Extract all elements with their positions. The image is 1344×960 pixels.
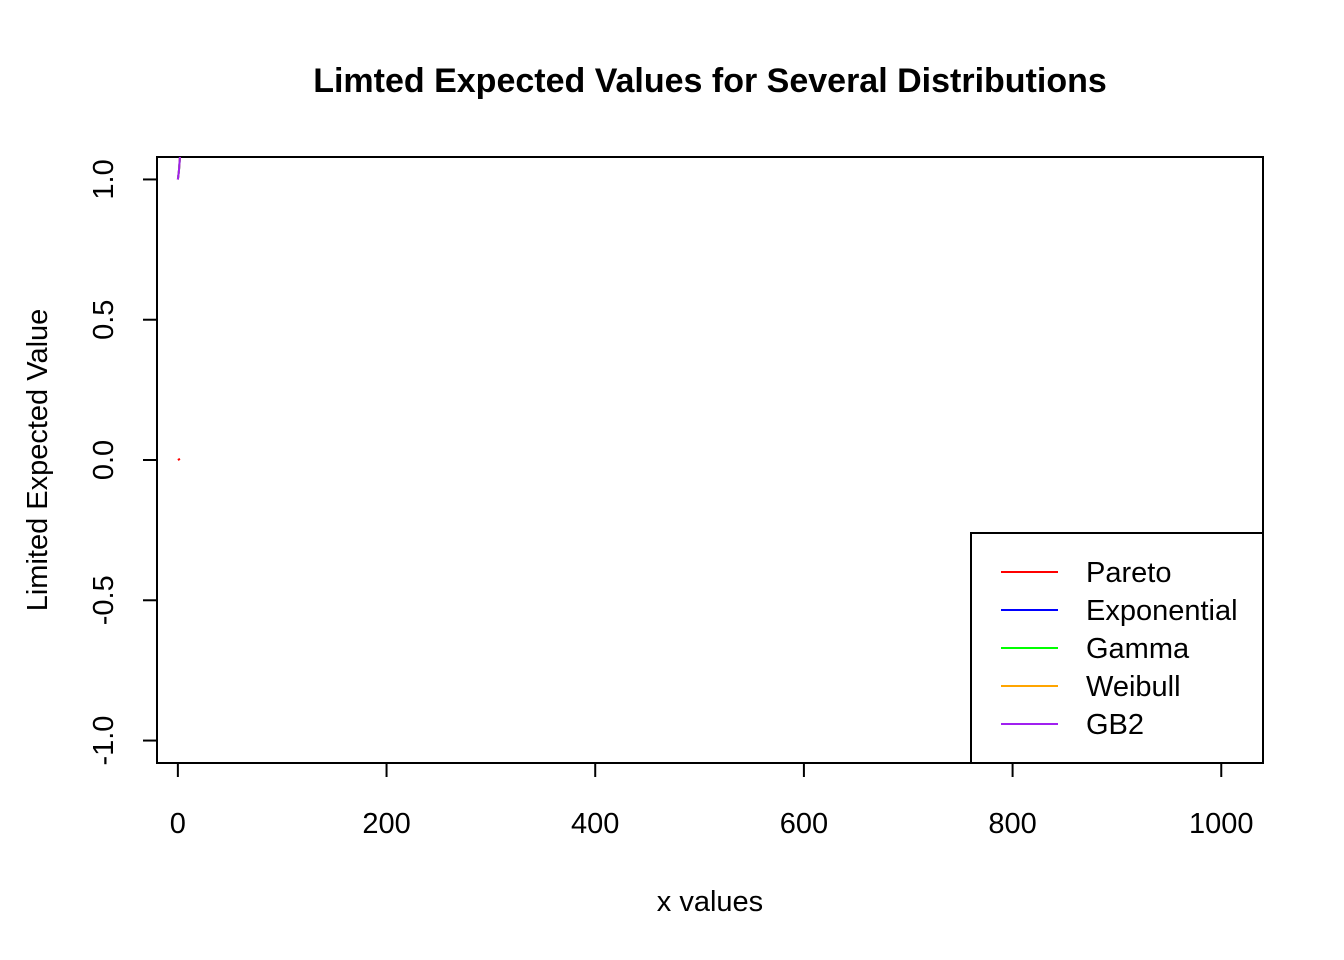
legend-label-gb2: GB2 bbox=[1086, 709, 1144, 741]
y-tick-label: -1.0 bbox=[88, 716, 120, 766]
series-line-gb2 bbox=[176, 157, 181, 180]
y-tick-label: 1.0 bbox=[88, 159, 120, 199]
legend-label-weibull: Weibull bbox=[1086, 671, 1181, 703]
x-axis-label: x values bbox=[657, 886, 763, 918]
legend-label-exponential: Exponential bbox=[1086, 595, 1238, 627]
x-tick-label: 200 bbox=[362, 808, 410, 840]
y-tick-label: -0.5 bbox=[88, 575, 120, 625]
x-tick-label: 1000 bbox=[1189, 808, 1254, 840]
x-tick-label: 0 bbox=[170, 808, 186, 840]
x-axis: 0 200 400 600 800 1000 bbox=[170, 762, 1254, 840]
x-tick-label: 600 bbox=[780, 808, 828, 840]
legend: Pareto Exponential Gamma Weibull GB2 bbox=[970, 532, 1264, 764]
legend-label-pareto: Pareto bbox=[1086, 557, 1171, 589]
y-axis: -1.0 -0.5 0.0 0.5 1.0 bbox=[88, 159, 158, 766]
x-tick-label: 800 bbox=[988, 808, 1036, 840]
legend-label-gamma: Gamma bbox=[1086, 633, 1190, 665]
y-axis-label: Limited Expected Value bbox=[22, 309, 54, 612]
series-line-pareto bbox=[177, 457, 181, 461]
y-tick-label: 0.5 bbox=[88, 300, 120, 340]
x-tick-label: 400 bbox=[571, 808, 619, 840]
y-tick-label: 0.0 bbox=[88, 440, 120, 480]
series-layer bbox=[176, 157, 181, 461]
chart-title: Limted Expected Values for Several Distr… bbox=[313, 62, 1107, 100]
